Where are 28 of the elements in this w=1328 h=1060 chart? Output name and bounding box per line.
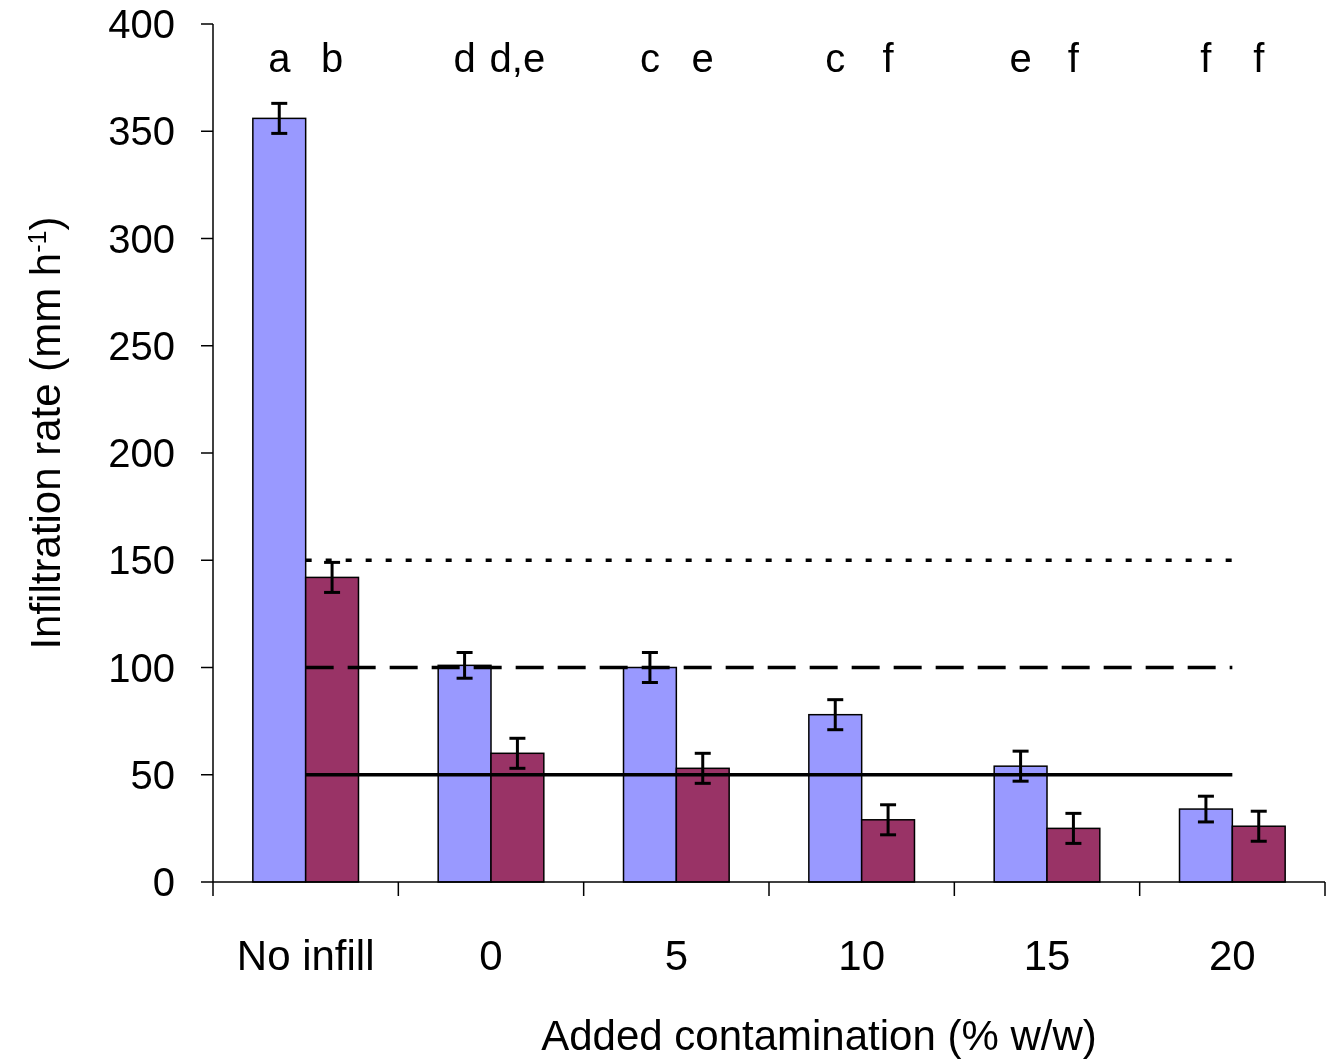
y-tick-label: 250: [108, 323, 175, 368]
annotation: b: [320, 36, 344, 80]
x-tick-label: 0: [479, 932, 503, 979]
annotation: c: [825, 36, 846, 80]
annotation: c: [639, 36, 660, 80]
annotation: d,e: [489, 36, 546, 80]
y-tick-label: 300: [108, 216, 175, 261]
y-tick-label: 200: [108, 431, 175, 475]
x-axis-title: Added contamination (% w/w): [541, 1012, 1097, 1059]
y-tick-label: 0: [152, 860, 175, 904]
annotation: e: [691, 36, 714, 80]
x-tick-label: 5: [664, 932, 689, 979]
annotation: e: [1009, 36, 1032, 80]
x-tick-label: 10: [838, 932, 886, 979]
annotation: f: [1067, 36, 1080, 80]
x-tick-label: No infill: [236, 932, 375, 979]
y-tick-label: 400: [108, 2, 175, 46]
text: f: [1253, 36, 1266, 80]
annotation: f: [882, 36, 895, 80]
annotation: d: [453, 36, 476, 80]
y-tick-label: 50: [130, 752, 175, 797]
y-tick-label: 350: [108, 109, 175, 154]
x-tick-label: 20: [1208, 932, 1256, 979]
y-tick-label: 150: [108, 538, 175, 583]
text: a: [268, 36, 292, 80]
y-tick-label: 100: [108, 645, 175, 690]
x-tick-label: 15: [1023, 932, 1071, 979]
annotation: f: [1200, 36, 1213, 80]
